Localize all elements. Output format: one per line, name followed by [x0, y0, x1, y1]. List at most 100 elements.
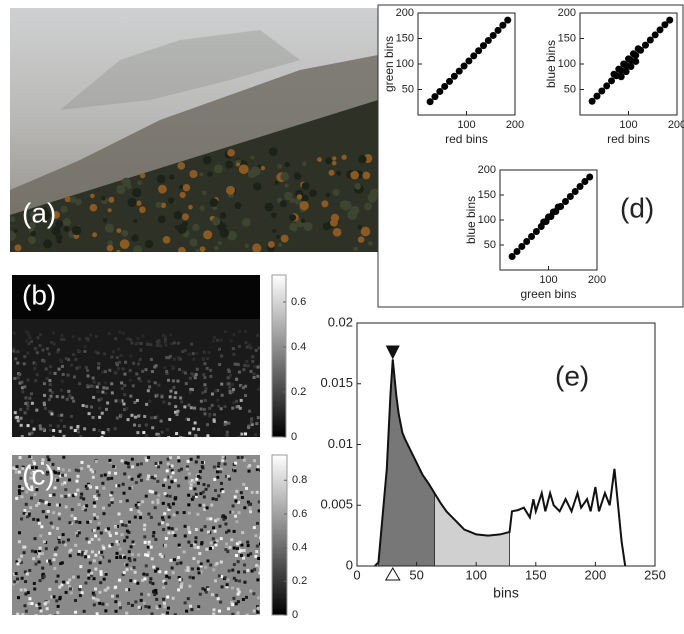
pixel	[163, 605, 167, 609]
pixel	[250, 422, 254, 426]
pixel	[16, 612, 20, 615]
pixel	[64, 473, 68, 477]
pixel	[259, 536, 260, 540]
pixel	[42, 427, 46, 431]
pixel	[80, 591, 84, 595]
pixel	[94, 459, 98, 463]
pixel	[157, 493, 161, 497]
tree	[299, 201, 309, 211]
pixel	[119, 353, 123, 357]
pixel	[40, 552, 44, 556]
y-axis-label: blue bins	[464, 196, 478, 244]
pixel	[128, 369, 132, 373]
pixel	[38, 546, 42, 550]
pixel	[80, 460, 84, 464]
pixel	[75, 366, 79, 370]
pixel	[44, 367, 48, 371]
pixel	[12, 349, 16, 353]
pixel	[111, 497, 115, 501]
pixel	[155, 393, 159, 397]
pixel	[72, 353, 76, 357]
pixel	[115, 594, 119, 598]
pixel	[231, 388, 235, 392]
tree	[268, 147, 278, 157]
pixel	[197, 605, 201, 609]
pixel	[163, 512, 167, 516]
pixel	[236, 587, 240, 591]
pixel	[58, 595, 62, 599]
pixel	[108, 534, 112, 538]
pixel	[69, 591, 73, 595]
pixel	[169, 475, 173, 479]
pixel	[203, 507, 207, 511]
pixel	[48, 614, 52, 615]
pixel	[18, 372, 22, 376]
pixel	[207, 484, 211, 488]
pixel	[33, 346, 37, 350]
pixel	[136, 336, 140, 340]
pixel	[130, 341, 134, 345]
tree	[325, 157, 333, 165]
pixel	[133, 558, 137, 562]
pixel	[249, 552, 253, 556]
pixel	[27, 333, 31, 337]
tree	[89, 203, 98, 212]
pixel	[151, 426, 155, 430]
point	[629, 50, 637, 58]
pixel	[206, 587, 210, 591]
pixel	[228, 375, 232, 379]
x-tick-label: 200	[585, 567, 607, 582]
pixel	[160, 430, 164, 434]
pixel	[131, 465, 135, 469]
x-tick-label: 100	[457, 119, 475, 131]
pixel	[227, 529, 231, 533]
pixel	[235, 377, 239, 381]
pixel	[209, 547, 213, 551]
pixel	[234, 461, 238, 465]
pixel	[34, 614, 38, 615]
pixel	[183, 534, 187, 538]
pixel	[77, 365, 81, 369]
pixel	[189, 486, 193, 490]
pixel	[158, 570, 162, 574]
pixel	[91, 591, 95, 595]
point	[634, 45, 642, 53]
tree	[301, 182, 310, 190]
pixel	[187, 472, 191, 476]
pixel	[161, 518, 165, 522]
pixel	[40, 525, 44, 529]
pixel	[186, 418, 190, 422]
pixel	[249, 510, 253, 514]
pixel	[30, 602, 34, 606]
pixel	[181, 349, 185, 353]
pixel	[176, 409, 180, 413]
pixel	[137, 362, 141, 366]
pixel	[240, 543, 244, 547]
pixel	[144, 423, 148, 427]
pixel	[255, 563, 259, 567]
pixel	[77, 337, 81, 341]
pixel	[76, 488, 80, 492]
pixel	[220, 488, 224, 492]
pixel	[215, 539, 219, 543]
pixel	[174, 410, 178, 414]
pixel	[33, 461, 37, 465]
pixel	[52, 331, 56, 335]
tree	[157, 215, 166, 224]
pixel	[167, 402, 171, 406]
pixel	[232, 401, 236, 405]
pixel	[28, 466, 32, 470]
pixel	[20, 487, 24, 491]
pixel	[238, 549, 242, 553]
pixel	[101, 555, 105, 559]
x-tick-label: 50	[409, 567, 423, 582]
pixel	[200, 542, 204, 546]
pixel	[84, 555, 88, 559]
pixel	[32, 581, 36, 585]
pixel	[255, 544, 259, 548]
pixel	[92, 559, 96, 563]
pixel	[125, 563, 129, 567]
pixel	[52, 493, 56, 497]
pixel	[252, 568, 256, 572]
pixel	[219, 467, 223, 471]
